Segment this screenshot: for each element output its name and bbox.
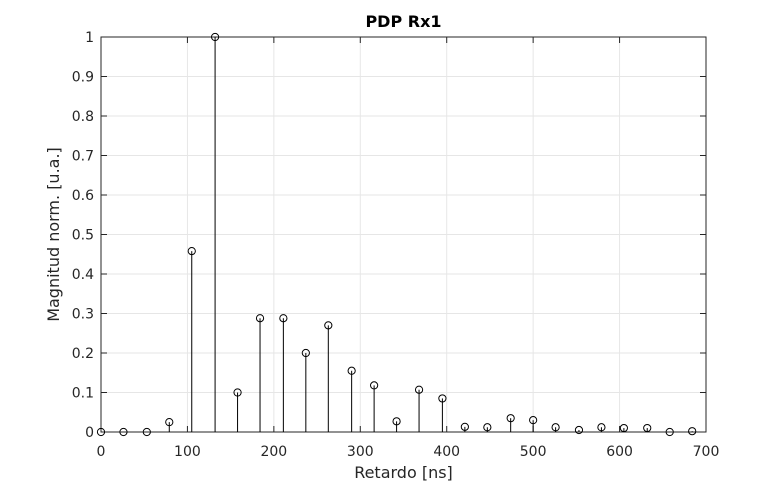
x-tick-label: 100: [174, 444, 201, 460]
stem-marker: [255, 314, 265, 323]
stem-marker: [460, 422, 469, 431]
y-tick-label: 0.1: [72, 386, 94, 402]
stem-marker: [165, 418, 174, 427]
stem-marker: [414, 385, 424, 394]
axis-ticks: [100, 36, 707, 433]
y-tick-label: 0.2: [72, 346, 94, 362]
tick-labels: 0 100 200 300 400 500 600 700 0 0.1 0.2 0.3 0.4 0.5 0.…: [72, 30, 720, 460]
x-axis-label: Retardo [ns]: [354, 463, 453, 482]
stem-marker: [665, 427, 674, 437]
stem-marker: [370, 381, 379, 390]
stem-marker: [119, 427, 128, 437]
x-tick-label: 0: [97, 444, 106, 460]
stem-marker: [688, 427, 697, 436]
stem-marker: [619, 423, 628, 433]
stem-marker: [643, 423, 652, 433]
stem-marker: [597, 423, 606, 432]
y-axis-label: Magnitud norm. [u.a.]: [44, 147, 63, 322]
chart-title: PDP Rx1: [365, 12, 441, 31]
x-tick-label: 200: [260, 444, 287, 460]
x-tick-label: 300: [347, 444, 374, 460]
y-tick-label: 0.6: [72, 188, 94, 204]
stem-marker: [96, 427, 106, 437]
y-tick-label: 0.9: [72, 70, 94, 86]
x-tick-label: 400: [433, 444, 460, 460]
stem-marker: [210, 32, 220, 42]
stem-marker: [438, 394, 447, 403]
stem-series: [96, 32, 697, 437]
stem-marker: [529, 416, 538, 425]
x-tick-label: 700: [693, 444, 720, 460]
stem-marker: [324, 321, 333, 330]
y-tick-label: 0.5: [72, 228, 94, 244]
stem-marker: [392, 417, 401, 426]
stem-marker: [142, 427, 151, 437]
y-tick-label: 0.4: [72, 267, 94, 283]
stem-marker: [483, 423, 492, 432]
stem-marker: [233, 388, 242, 397]
y-tick-label: 0.8: [72, 109, 94, 125]
x-tick-label: 600: [606, 444, 633, 460]
y-tick-label: 0.7: [72, 149, 94, 165]
stem-marker: [506, 414, 515, 423]
stem-marker: [187, 246, 196, 256]
stem-marker: [301, 348, 310, 358]
x-tick-label: 500: [520, 444, 547, 460]
y-tick-label: 0.3: [72, 307, 94, 323]
stem-marker: [551, 423, 560, 432]
y-tick-label: 0: [85, 425, 94, 441]
stem-marker: [347, 366, 356, 375]
y-tick-label: 1: [85, 30, 94, 46]
stem-marker: [574, 425, 584, 435]
stem-marker: [279, 314, 288, 323]
